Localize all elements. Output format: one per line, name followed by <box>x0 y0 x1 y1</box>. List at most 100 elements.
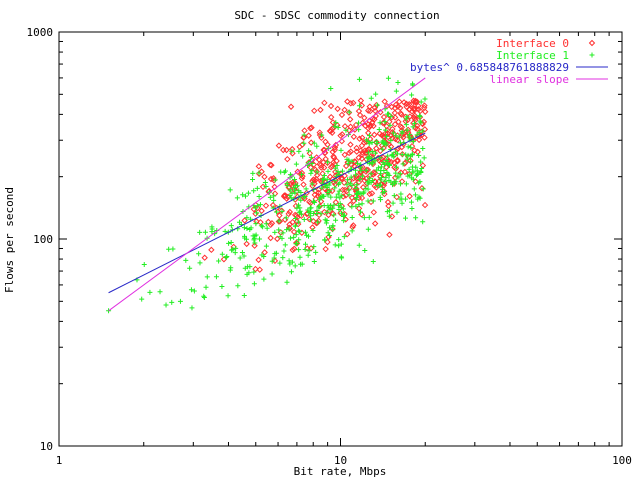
data-point-interface-1 <box>277 260 283 266</box>
data-point-interface-1 <box>372 158 378 164</box>
data-point-interface-0 <box>289 218 296 226</box>
data-point-interface-1 <box>405 144 411 150</box>
data-point-interface-1 <box>403 152 409 158</box>
data-point-interface-0 <box>330 153 337 160</box>
data-point-interface-0 <box>294 220 302 228</box>
data-point-interface-1 <box>299 171 305 177</box>
data-point-interface-0 <box>326 207 334 215</box>
x-axis-label: Bit rate, Mbps <box>294 465 387 478</box>
data-point-interface-1 <box>242 265 248 271</box>
data-point-interface-1 <box>280 230 286 236</box>
data-point-interface-1 <box>353 186 359 192</box>
data-point-interface-1 <box>321 176 327 182</box>
data-point-interface-1 <box>282 242 288 248</box>
data-point-interface-0 <box>373 184 380 191</box>
data-point-interface-1 <box>408 145 414 151</box>
data-point-interface-1 <box>228 223 234 229</box>
data-point-interface-0 <box>243 240 250 248</box>
data-point-interface-0 <box>388 213 396 220</box>
data-point-interface-1 <box>333 217 339 223</box>
data-point-interface-1 <box>399 196 405 202</box>
data-point-interface-0 <box>347 100 354 107</box>
data-point-interface-1 <box>345 177 351 183</box>
data-point-interface-0 <box>355 154 362 161</box>
data-point-interface-1 <box>213 274 219 280</box>
data-point-interface-0 <box>401 168 409 176</box>
data-point-interface-1 <box>183 257 189 263</box>
data-point-interface-1 <box>261 276 267 282</box>
data-point-interface-0 <box>331 160 338 168</box>
data-point-interface-0 <box>267 234 274 242</box>
data-point-interface-0 <box>287 186 295 194</box>
data-point-interface-0 <box>350 222 357 229</box>
data-point-interface-0 <box>201 254 208 261</box>
data-point-interface-1 <box>308 154 314 160</box>
data-point-interface-0 <box>267 175 275 183</box>
data-point-interface-1 <box>294 241 300 247</box>
data-point-interface-1 <box>403 181 409 187</box>
data-point-interface-1 <box>338 147 344 153</box>
data-point-interface-1 <box>191 288 197 294</box>
data-point-interface-1 <box>365 150 371 156</box>
data-point-interface-1 <box>395 80 401 86</box>
data-point-interface-1 <box>324 185 330 191</box>
data-point-interface-0 <box>391 121 399 128</box>
data-point-interface-0 <box>289 246 296 254</box>
data-point-interface-1 <box>379 146 385 152</box>
data-point-interface-0 <box>415 136 423 144</box>
data-point-interface-1 <box>311 258 317 264</box>
data-point-interface-1 <box>245 190 251 196</box>
data-point-interface-1 <box>328 202 334 208</box>
data-point-interface-1 <box>378 168 384 174</box>
data-point-interface-1 <box>404 114 410 120</box>
data-point-interface-0 <box>419 162 427 169</box>
data-point-interface-1 <box>421 155 427 161</box>
data-point-interface-0 <box>366 190 373 198</box>
data-point-interface-0 <box>271 183 278 191</box>
data-point-interface-0 <box>389 125 396 133</box>
data-point-interface-1 <box>384 157 390 163</box>
data-point-interface-0 <box>394 158 401 165</box>
legend-label: Interface 0 <box>496 37 569 50</box>
data-point-interface-1 <box>311 199 317 205</box>
data-point-interface-1 <box>309 168 315 174</box>
data-point-interface-1 <box>336 237 342 243</box>
data-point-interface-1 <box>320 177 326 183</box>
data-point-interface-1 <box>294 183 300 189</box>
data-point-interface-0 <box>350 197 357 205</box>
data-point-interface-0 <box>379 154 387 161</box>
data-point-interface-0 <box>315 186 322 193</box>
data-point-interface-1 <box>273 250 279 256</box>
data-point-interface-1 <box>271 255 277 261</box>
data-point-interface-1 <box>413 172 419 178</box>
data-point-interface-1 <box>349 158 355 164</box>
data-point-interface-1 <box>244 226 250 232</box>
data-point-interface-1 <box>170 246 176 252</box>
x-tick-label: 10 <box>334 454 347 467</box>
data-point-interface-1 <box>356 202 362 208</box>
data-point-interface-1 <box>378 177 384 183</box>
data-point-interface-0 <box>262 202 270 209</box>
data-point-interface-1 <box>306 148 312 154</box>
data-point-interface-1 <box>358 191 364 197</box>
data-point-interface-1 <box>377 120 383 126</box>
data-point-interface-1 <box>251 237 257 243</box>
data-point-interface-1 <box>375 165 381 171</box>
data-point-interface-0 <box>318 164 325 171</box>
data-point-interface-1 <box>305 252 311 258</box>
data-point-interface-1 <box>317 195 323 201</box>
data-point-interface-0 <box>327 113 335 121</box>
data-point-interface-0 <box>357 169 364 176</box>
data-point-interface-0 <box>286 208 294 216</box>
data-point-interface-1 <box>141 261 147 267</box>
data-point-interface-1 <box>291 234 297 240</box>
data-point-interface-1 <box>355 190 361 196</box>
data-point-interface-0 <box>404 126 412 133</box>
data-point-interface-1 <box>271 193 277 199</box>
data-point-interface-1 <box>302 247 308 253</box>
data-point-interface-1 <box>259 252 265 258</box>
data-point-interface-1 <box>237 255 243 261</box>
legend-label: Interface 1 <box>496 49 569 62</box>
legend-marker-plus <box>589 52 595 58</box>
